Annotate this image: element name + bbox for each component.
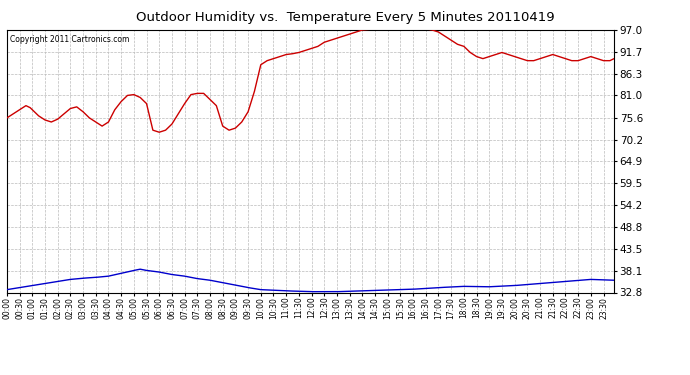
Text: Outdoor Humidity vs.  Temperature Every 5 Minutes 20110419: Outdoor Humidity vs. Temperature Every 5… [136,11,554,24]
Text: Copyright 2011 Cartronics.com: Copyright 2011 Cartronics.com [10,35,129,44]
